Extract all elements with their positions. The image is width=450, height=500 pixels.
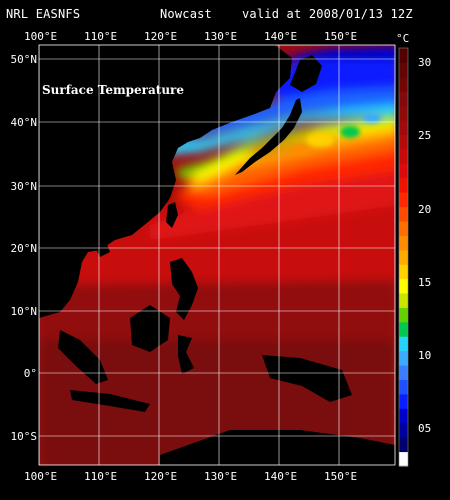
colorbar-segment <box>399 422 408 438</box>
lon-tick-bottom: 100°E <box>24 470 57 483</box>
lon-tick-top: 140°E <box>264 30 297 43</box>
colorbar-segment <box>399 148 408 164</box>
colorbar-label: 05 <box>418 422 431 435</box>
colorbar-label: 25 <box>418 129 431 142</box>
sulawesi-island <box>178 335 194 374</box>
map-label: Surface Temperature <box>42 83 184 97</box>
colorbar-labels: 30 25 20 15 10 05 <box>418 56 431 435</box>
colorbar-segment <box>399 163 408 179</box>
colorbar-label: 10 <box>418 349 431 362</box>
colorbar-segment <box>399 76 408 92</box>
lon-tick-top: 150°E <box>324 30 357 43</box>
colorbar-frame <box>398 47 409 467</box>
colorbar-segment <box>399 278 408 294</box>
colorbar-segment <box>399 321 408 337</box>
lat-tick: 40°N <box>11 116 38 129</box>
colorbar-segment <box>399 220 408 236</box>
colorbar-segment <box>399 408 408 424</box>
colorbar-label: 15 <box>418 276 431 289</box>
source-title: NRL EASNFS <box>6 7 81 21</box>
colorbar-segment <box>399 134 408 150</box>
header-bar: NRL EASNFS Nowcast valid at 2008/01/13 1… <box>0 0 450 22</box>
taiwan-island <box>166 202 178 228</box>
colorbar-segment <box>399 350 408 366</box>
asian-mainland <box>39 45 292 318</box>
japan-hokkaido <box>290 55 322 92</box>
colorbar-segment <box>399 336 408 352</box>
colorbar-segment <box>399 206 408 222</box>
lon-tick-top: 130°E <box>204 30 237 43</box>
sumatra-island <box>58 330 108 384</box>
colorbar-segment <box>399 91 408 107</box>
kuroshio-eddies <box>291 113 381 155</box>
colorbar-segment <box>399 177 408 193</box>
philippines-islands <box>170 258 198 320</box>
colorbar-segment <box>399 379 408 395</box>
java-island <box>70 390 150 412</box>
lat-tick: 30°N <box>11 180 38 193</box>
colorbar-label: 30 <box>418 56 431 69</box>
colorbar-segment <box>399 105 408 121</box>
lon-tick-bottom: 140°E <box>264 470 297 483</box>
colorbar-segment <box>399 293 408 308</box>
lat-ticks: 50°N 40°N 30°N 20°N 10°N 0° 10°S <box>11 53 38 443</box>
colorbar-segment <box>399 451 408 467</box>
colorbar-segment <box>399 192 408 208</box>
lon-tick-top: 110°E <box>84 30 117 43</box>
colorbar-segment <box>399 307 408 323</box>
lon-ticks-bottom: 100°E 110°E 120°E 130°E 140°E 150°E <box>24 470 357 483</box>
colorbar-segment <box>399 264 408 280</box>
japan-honshu <box>235 98 302 175</box>
lat-tick: 10°N <box>11 305 38 318</box>
colorbar-label: 20 <box>418 203 431 216</box>
colorbar-segment <box>399 249 408 265</box>
lon-tick-bottom: 110°E <box>84 470 117 483</box>
colorbar-unit: °C <box>396 32 409 45</box>
graticule <box>39 45 395 465</box>
colorbar-segment <box>399 120 408 135</box>
korea-peninsula <box>160 120 184 140</box>
colorbar-segment <box>399 437 408 453</box>
product-title: Nowcast <box>160 7 212 21</box>
lon-tick-bottom: 150°E <box>324 470 357 483</box>
colorbar <box>399 48 408 467</box>
new-guinea-island <box>262 355 352 402</box>
colorbar-segment <box>399 393 408 409</box>
borneo-island <box>130 305 170 352</box>
map-frame <box>38 44 396 466</box>
valid-time: valid at 2008/01/13 12Z <box>242 7 413 21</box>
lon-tick-bottom: 130°E <box>204 470 237 483</box>
lat-tick: 10°S <box>11 430 38 443</box>
lon-tick-bottom: 120°E <box>144 470 177 483</box>
map-panel: Surface Temperature <box>39 45 395 465</box>
colorbar-segment <box>399 48 408 63</box>
lat-tick: 50°N <box>11 53 38 66</box>
colorbar-segment <box>399 365 408 381</box>
colorbar-segment <box>399 235 408 251</box>
lon-ticks-top: 100°E 110°E 120°E 130°E 140°E 150°E <box>24 30 357 43</box>
lat-tick: 20°N <box>11 242 38 255</box>
lon-tick-top: 100°E <box>24 30 57 43</box>
lon-tick-top: 120°E <box>144 30 177 43</box>
lat-tick: 0° <box>24 367 37 380</box>
colorbar-segment <box>399 62 408 78</box>
